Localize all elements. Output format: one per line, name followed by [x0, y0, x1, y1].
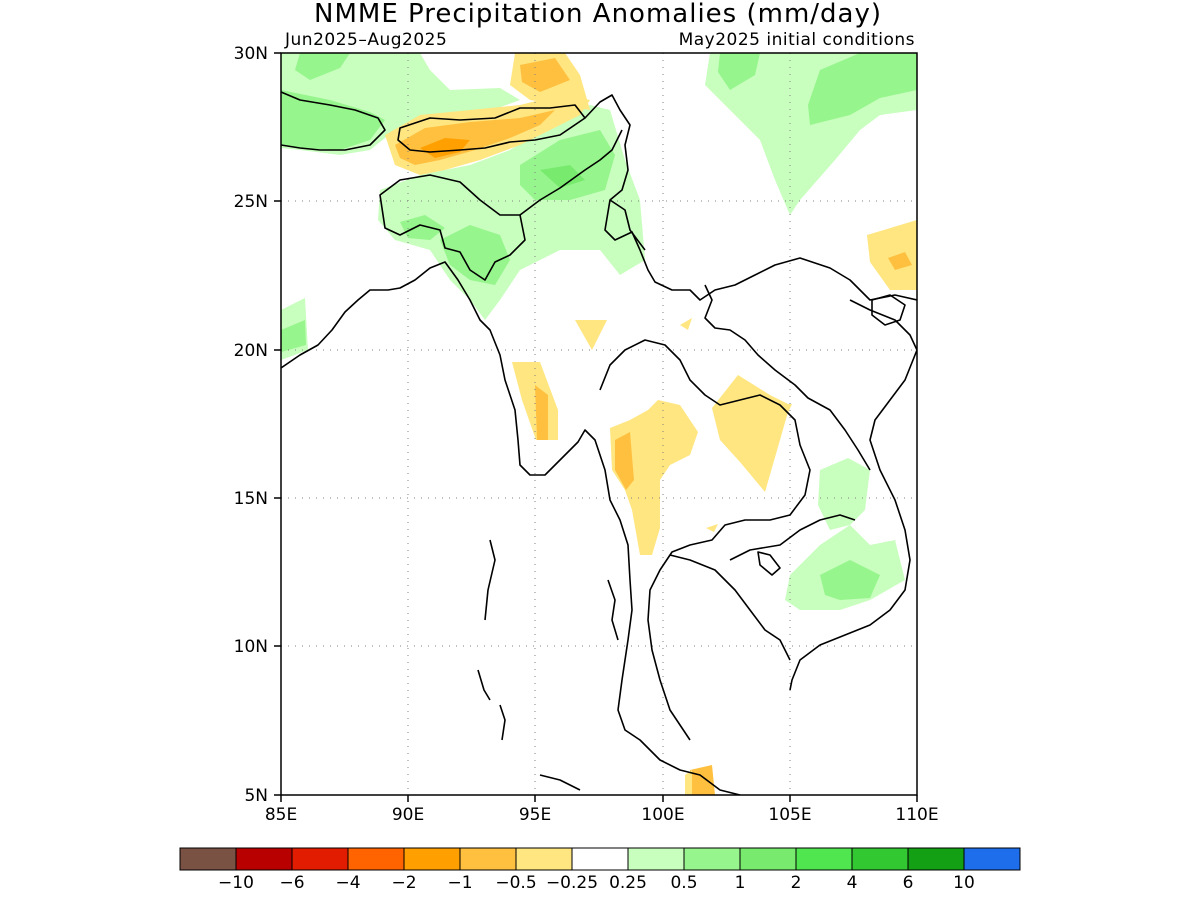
dry-anomaly-myanmar-central: [575, 320, 607, 350]
dry-anomaly-malaysia: [690, 765, 715, 795]
colorbar-swatch: [963, 847, 1021, 871]
dry-anomaly-laos: [712, 375, 790, 492]
colorbar-swatch: [683, 847, 741, 871]
dry-anomaly-hainan-core: [888, 252, 912, 270]
colorbar-tick-label: 2: [791, 873, 802, 893]
colorbar-swatch: [291, 847, 349, 871]
colorbar-tick-label: −4: [335, 873, 360, 893]
colorbar-tick-label: 6: [903, 873, 914, 893]
thailand-border: [599, 339, 811, 741]
colorbar-swatch: [403, 847, 461, 871]
colorbar-tick-label: 4: [847, 873, 858, 893]
lat-label: 5N: [244, 786, 268, 806]
wet-anomaly-nepal-top: [295, 53, 350, 80]
mergui-archipelago: [607, 579, 619, 641]
tick-marks: [274, 52, 918, 802]
lat-label: 25N: [234, 192, 268, 212]
colorbar-tick-label: −0.5: [495, 873, 536, 893]
dry-anomaly-thailand-core: [615, 432, 634, 490]
hainan-island: [871, 294, 906, 326]
map-title: NMME Precipitation Anomalies (mm/day): [314, 0, 882, 29]
vietnam-coast: [789, 299, 917, 691]
colorbar-tick-label: 1: [735, 873, 746, 893]
dry-anomaly-malaysia-edge: [685, 770, 692, 795]
nicobar-islands: [499, 704, 506, 741]
northeast-india-border: [584, 94, 917, 301]
colorbar-tick-label: 0.25: [609, 873, 647, 893]
anomaly-shading: [281, 53, 917, 795]
forecast-period: Jun2025–Aug2025: [284, 30, 447, 50]
wet-anomaly-vietnam: [818, 458, 870, 530]
colorbar-tick-label: −6: [279, 873, 304, 893]
colorbar-swatch: [851, 847, 909, 871]
colorbar-swatch: [795, 847, 853, 871]
sumatra-tip: [539, 774, 581, 791]
wet-anomaly-tripura: [440, 225, 510, 285]
colorbar-tick-label: −2: [391, 873, 416, 893]
colorbar-swatch: [179, 847, 237, 871]
wet-anomaly-sichuan-core: [808, 53, 917, 125]
gulf-of-thailand-coast: [669, 554, 791, 661]
dry-anomaly-thailand: [610, 400, 698, 555]
colorbar-swatch: [627, 847, 685, 871]
laos-border: [704, 284, 871, 471]
lon-label: 85E: [265, 805, 297, 825]
dry-anomaly-cambodia-spot: [706, 524, 718, 532]
andaman-islands-south: [477, 669, 491, 701]
dry-anomaly-hainan: [867, 220, 917, 290]
colorbar-swatch: [235, 847, 293, 871]
myanmar-border: [519, 129, 623, 216]
china-border: [609, 199, 646, 251]
nepal-border: [281, 91, 386, 151]
colorbar-tick-label: −10: [218, 873, 254, 893]
lon-label: 90E: [392, 805, 424, 825]
lat-label: 10N: [234, 637, 268, 657]
lat-label: 15N: [234, 489, 268, 509]
wet-anomaly-arunachal-core: [540, 165, 585, 188]
colorbar: [179, 847, 1021, 871]
colorbar-swatch: [571, 847, 629, 871]
colorbar-tick-label: 10: [953, 873, 975, 893]
lat-label: 20N: [234, 341, 268, 361]
tonle-sap: [757, 551, 781, 576]
colorbar-labels: −10 −6 −4 −2 −1 −0.5 −0.25 0.25 0.5 1 2 4 6 10: [218, 873, 975, 893]
latitude-labels: 30N 25N 20N 15N 10N 5N: [234, 44, 268, 806]
dry-anomaly-tibet-core: [520, 58, 570, 92]
dry-anomaly-laos-north: [680, 318, 692, 330]
colorbar-tick-label: −1: [447, 873, 472, 893]
dry-anomaly-myanmar-coast: [512, 362, 558, 440]
lon-label: 110E: [895, 805, 938, 825]
colorbar-swatch: [515, 847, 573, 871]
andaman-islands: [484, 539, 496, 621]
wet-anomaly-cambodia-core: [820, 560, 880, 600]
colorbar-swatch: [907, 847, 965, 871]
wet-anomaly-meghalaya: [400, 215, 445, 240]
bangladesh-border: [379, 174, 526, 281]
dry-anomaly-myanmar-coast-core: [535, 385, 548, 440]
colorbar-tick-label: 0.5: [670, 873, 697, 893]
lon-label: 95E: [519, 805, 551, 825]
wet-anomaly-west-bengal-core: [281, 320, 306, 352]
dry-anomaly-bhutan-peak: [420, 138, 470, 158]
wet-anomaly-northeast-core: [520, 130, 615, 200]
wet-anomaly-nepal-core: [281, 90, 385, 150]
colorbar-swatch: [459, 847, 517, 871]
longitude-labels: 85E 90E 95E 100E 105E 110E: [265, 805, 939, 825]
gridlines: [281, 53, 917, 795]
colorbar-swatch: [739, 847, 797, 871]
bhutan-border: [397, 104, 586, 153]
initial-conditions: May2025 initial conditions: [679, 30, 915, 50]
cambodia-border: [729, 514, 856, 561]
lat-label: 30N: [234, 44, 268, 64]
colorbar-swatch: [347, 847, 405, 871]
india-bangladesh-coast: [281, 261, 741, 795]
lon-label: 105E: [768, 805, 811, 825]
lon-label: 100E: [641, 805, 684, 825]
colorbar-tick-label: −0.25: [546, 873, 598, 893]
wet-anomaly-yunnan-core: [718, 53, 760, 90]
coastlines-borders: [281, 91, 917, 795]
map-frame: [280, 52, 918, 796]
